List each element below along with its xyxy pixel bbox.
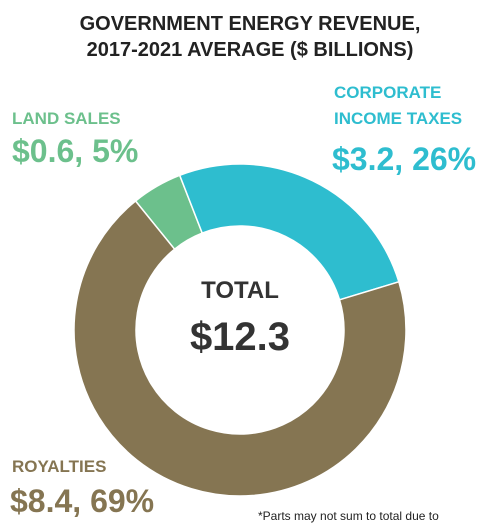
footnote: *Parts may not sum to total due to: [258, 509, 439, 523]
donut-slice: [178, 163, 400, 301]
donut: [73, 163, 407, 497]
legend-label: LAND SALES: [12, 109, 121, 128]
center-label: TOTAL: [201, 277, 279, 304]
chart-title: 2017-2021 AVERAGE ($ BILLIONS): [87, 39, 414, 61]
data-label: $8.4, 69%: [10, 483, 154, 519]
data-label: $0.6, 5%: [12, 133, 138, 169]
legend-label: ROYALTIES: [12, 457, 106, 476]
center-value: $12.3: [190, 315, 290, 359]
legend-label: CORPORATE: [334, 83, 441, 102]
chart-title: GOVERNMENT ENERGY REVENUE,: [80, 13, 421, 35]
legend-label: INCOME TAXES: [334, 109, 462, 128]
donut-slice: [73, 199, 407, 497]
data-label: $3.2, 26%: [332, 141, 476, 177]
